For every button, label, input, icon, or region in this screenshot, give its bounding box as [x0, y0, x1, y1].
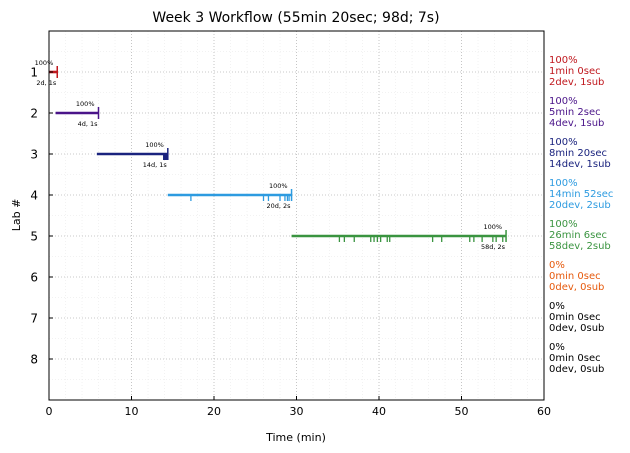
lab-6-side-line: 0dev, 0sub: [549, 282, 604, 293]
x-tick-label: 10: [125, 405, 139, 418]
x-tick-label: 30: [290, 405, 304, 418]
y-axis-label: Lab #: [10, 199, 23, 232]
lab-3-side-line: 100%: [549, 137, 578, 148]
y-tick-label: 8: [30, 353, 38, 367]
y-tick-label: 1: [30, 66, 38, 80]
lab-6-side-line: 0min 0sec: [549, 271, 601, 282]
lab-8-side-line: 0dev, 0sub: [549, 364, 604, 375]
grid: [48, 31, 545, 400]
lab-7-side-line: 0min 0sec: [549, 312, 601, 323]
x-axis-ticks: 0 10 20 30 40 50 60: [46, 396, 551, 418]
lab-4-pct-label: 100%: [269, 182, 288, 190]
x-axis-label: Time (min): [265, 431, 326, 444]
lab-5-side-line: 100%: [549, 219, 578, 230]
x-tick-label: 50: [455, 405, 469, 418]
lab-2-pct-label: 100%: [76, 100, 95, 108]
lab-3-pct-label: 100%: [145, 141, 164, 149]
lab-2-side-line: 4dev, 1sub: [549, 118, 604, 129]
lab-1-side-line: 2dev, 1sub: [549, 77, 604, 88]
y-tick-label: 4: [30, 189, 38, 203]
lab-2-side-line: 5min 2sec: [549, 107, 601, 118]
lab-4-side-line: 20dev, 2sub: [549, 200, 611, 211]
lab-5-count-label: 58d, 2s: [481, 243, 506, 251]
lab-4-count-label: 20d, 2s: [266, 202, 291, 210]
lab-3-count-label: 14d, 1s: [143, 161, 168, 169]
lab-3-side-line: 8min 20sec: [549, 148, 607, 159]
lab-1-side-line: 100%: [549, 55, 578, 66]
x-tick-label: 20: [207, 405, 221, 418]
lab-5-pct-label: 100%: [483, 223, 502, 231]
lab-2-side-line: 100%: [549, 96, 578, 107]
x-tick-label: 0: [46, 405, 53, 418]
lab-7-side-line: 0%: [549, 301, 565, 312]
lab-7-side-line: 0dev, 0sub: [549, 323, 604, 334]
lab-5-side-line: 58dev, 2sub: [549, 241, 611, 252]
chart-title: Week 3 Workflow (55min 20sec; 98d; 7s): [152, 10, 439, 26]
y-tick-label: 6: [30, 271, 38, 285]
x-tick-label: 60: [537, 405, 551, 418]
y-tick-label: 2: [30, 107, 38, 121]
lab-2-count-label: 4d, 1s: [78, 120, 99, 128]
lab-8-side-line: 0min 0sec: [549, 353, 601, 364]
y-tick-label: 7: [30, 312, 38, 326]
plot-marks: 100% 2d, 1s 100% 4d, 1s 100% 14d, 1s 100% 20d, …: [35, 59, 507, 251]
lab-1-count-label: 2d, 1s: [36, 79, 57, 87]
lab-3-side-line: 14dev, 1sub: [549, 159, 611, 170]
lab-1-pct-label: 100%: [35, 59, 54, 67]
lab-8-side-line: 0%: [549, 342, 565, 353]
x-tick-label: 40: [372, 405, 386, 418]
lab-1-side-line: 1min 0sec: [549, 66, 601, 77]
lab-4-side-line: 100%: [549, 178, 578, 189]
y-tick-label: 5: [30, 230, 38, 244]
lab-4-side-line: 14min 52sec: [549, 189, 613, 200]
lab-6-side-line: 0%: [549, 260, 565, 271]
y-tick-label: 3: [30, 148, 38, 162]
y-axis-ticks: 1 2 3 4 5 6 7 8: [30, 66, 53, 367]
lab-5-side-line: 26min 6sec: [549, 230, 607, 241]
